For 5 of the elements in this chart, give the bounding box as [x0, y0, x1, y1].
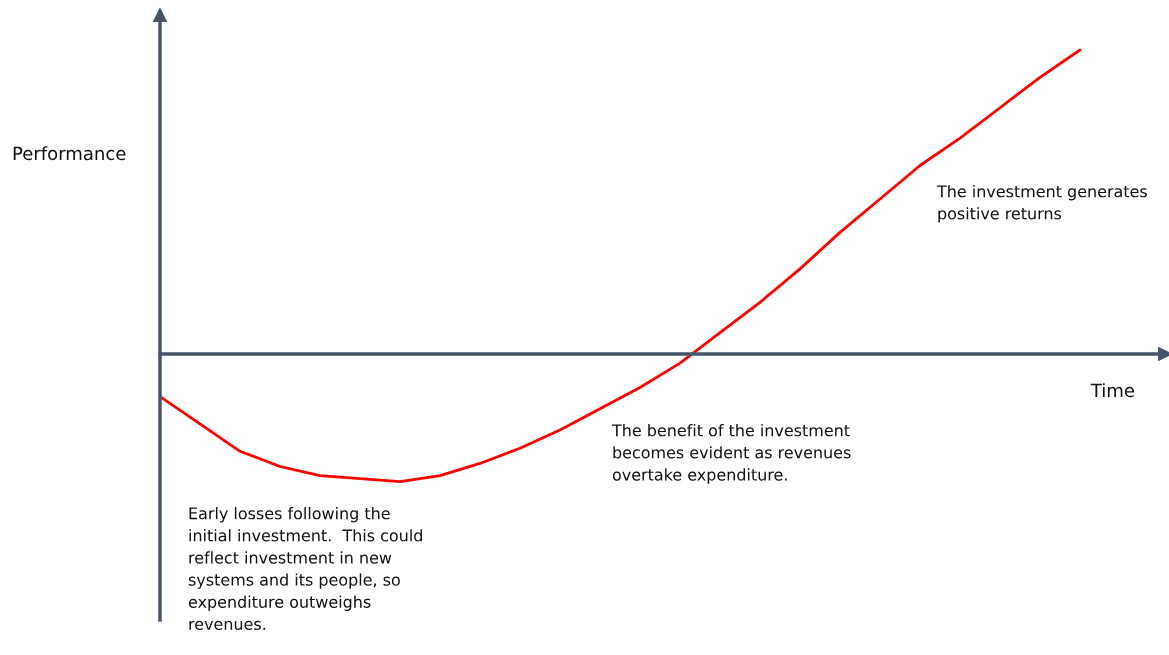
x-axis-title: Time — [1090, 383, 1135, 398]
annotation: The investment generates positive returns — [936, 185, 1147, 223]
annotation: The benefit of the investment becomes evident as revenues overtake expenditure. — [611, 424, 851, 484]
y-axis-title: Performance — [13, 146, 126, 161]
text: Early losses following the initial investment. This could reflect investment in new systems and its people, so expenditure outweighs revenues. — [188, 507, 422, 631]
